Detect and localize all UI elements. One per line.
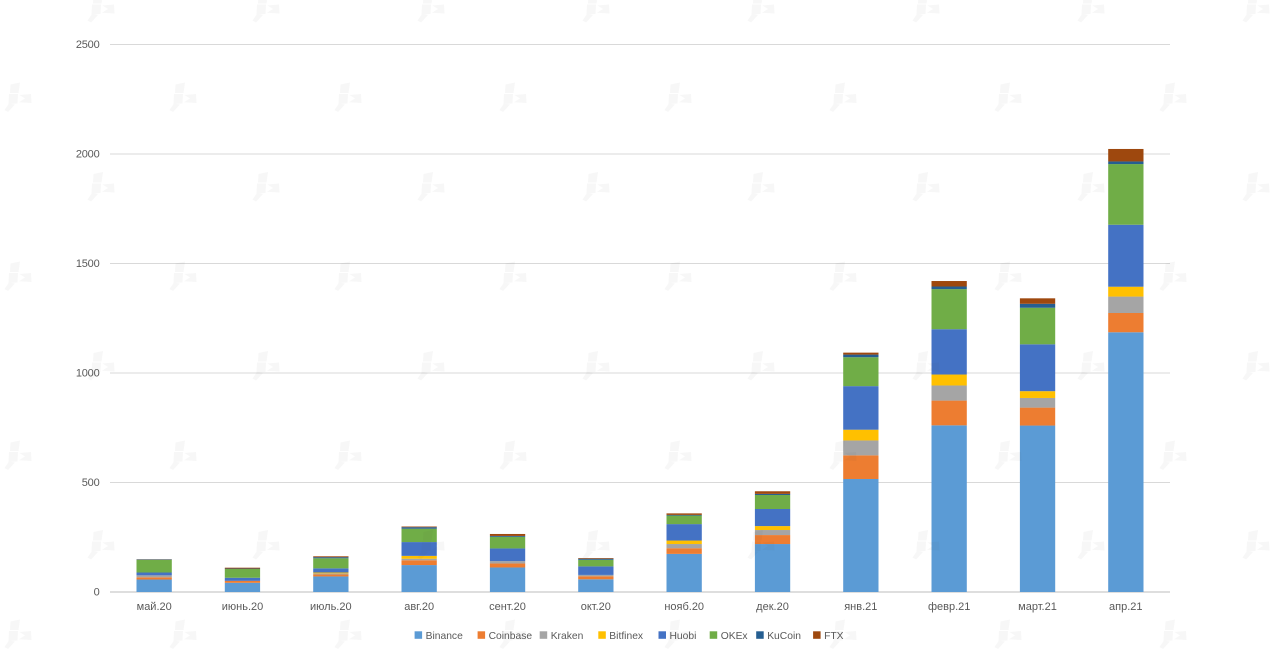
svg-text:Bitfinex: Bitfinex	[609, 631, 644, 642]
svg-text:нояб.20: нояб.20	[664, 601, 704, 613]
svg-text:май.20: май.20	[137, 601, 172, 613]
svg-text:OKEx: OKEx	[721, 631, 749, 642]
svg-text:июнь.20: июнь.20	[222, 601, 264, 613]
svg-text:окт.20: окт.20	[581, 601, 611, 613]
svg-text:2500: 2500	[76, 39, 100, 51]
svg-text:сент.20: сент.20	[489, 601, 526, 613]
svg-text:март.21: март.21	[1018, 601, 1057, 613]
svg-text:Kraken: Kraken	[551, 631, 584, 642]
svg-text:февр.21: февр.21	[928, 601, 970, 613]
svg-text:500: 500	[82, 477, 100, 489]
svg-text:KuCoin: KuCoin	[767, 631, 801, 642]
svg-text:апр.21: апр.21	[1109, 601, 1142, 613]
svg-text:авг.20: авг.20	[404, 601, 434, 613]
svg-text:дек.20: дек.20	[756, 601, 789, 613]
svg-text:2000: 2000	[76, 149, 100, 161]
svg-text:июль.20: июль.20	[310, 601, 352, 613]
svg-text:1500: 1500	[76, 258, 100, 270]
svg-text:0: 0	[94, 587, 100, 599]
svg-text:янв.21: янв.21	[844, 601, 877, 613]
svg-text:Binance: Binance	[426, 631, 463, 642]
